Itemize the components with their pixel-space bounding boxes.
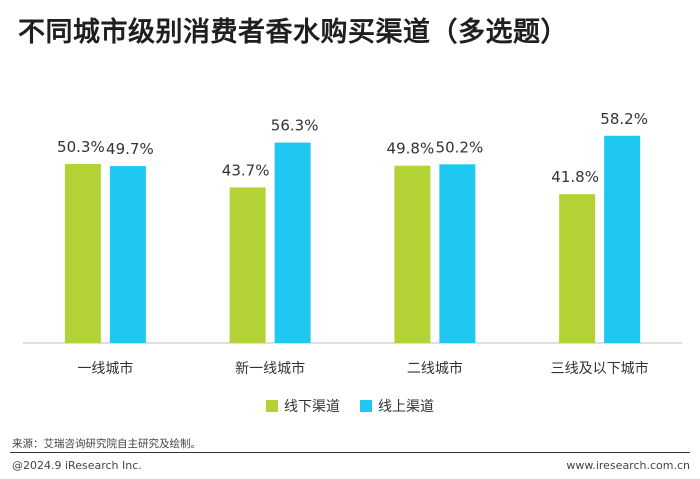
bar-online-0: [109, 166, 146, 343]
bar-offline-2: [394, 165, 431, 343]
chart-title: 不同城市级别消费者香水购买渠道（多选题）: [18, 17, 568, 48]
x-tick-label-1: 新一线城市: [235, 360, 305, 377]
copyright-text: @2024.9 iResearch Inc.: [12, 459, 142, 472]
data-label-online-0: 49.7%: [106, 140, 154, 158]
data-label-offline-2: 49.8%: [387, 140, 435, 158]
bar-offline-3: [559, 194, 596, 343]
legend-swatch-offline: [266, 400, 278, 412]
bar-offline-0: [64, 163, 101, 343]
legend-label-online: 线上渠道: [378, 399, 434, 415]
footer-divider: [10, 452, 690, 453]
data-label-offline-3: 41.8%: [551, 168, 599, 186]
data-label-online-1: 56.3%: [271, 117, 319, 135]
x-tick-label-0: 一线城市: [77, 360, 133, 377]
legend-swatch-online: [360, 400, 372, 412]
bar-online-3: [604, 135, 641, 343]
data-label-offline-0: 50.3%: [57, 138, 105, 156]
legend-item-offline: 线下渠道: [266, 396, 340, 416]
data-label-offline-1: 43.7%: [222, 161, 270, 179]
data-label-online-3: 58.2%: [600, 110, 648, 128]
x-tick-label-2: 二线城市: [407, 360, 463, 377]
bar-online-1: [274, 142, 311, 343]
data-label-online-2: 50.2%: [436, 138, 484, 156]
legend-label-offline: 线下渠道: [284, 399, 340, 415]
legend-item-online: 线上渠道: [360, 396, 434, 416]
x-tick-label-3: 三线及以下城市: [551, 360, 649, 377]
source-note: 来源：艾瑞咨询研究院自主研究及绘制。: [12, 438, 201, 450]
bar-offline-1: [229, 187, 266, 343]
bar-chart: 50.3% 49.7% 一线城市 43.7% 56.3% 新一线城市 49.8% 50.2% 二…: [23, 110, 682, 377]
website-link[interactable]: www.iresearch.com.cn: [566, 459, 690, 472]
legend: 线下渠道 线上渠道: [0, 396, 700, 416]
bar-online-2: [439, 164, 476, 343]
